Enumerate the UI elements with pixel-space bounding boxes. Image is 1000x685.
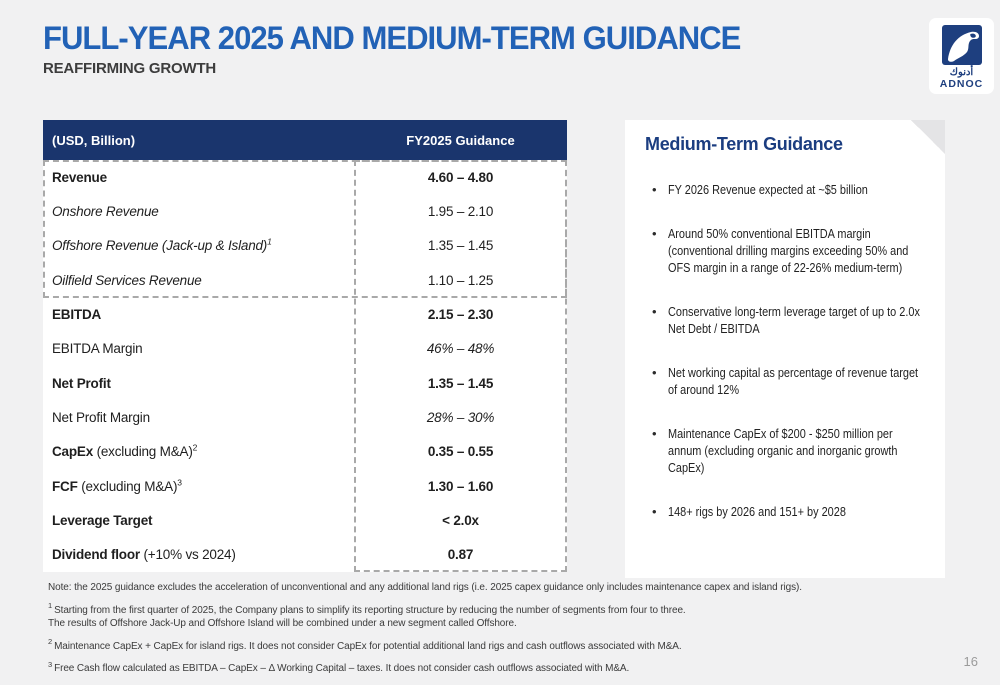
guidance-bullet: • Around 50% conventional EBITDA margin(… xyxy=(652,225,933,276)
table-row: Net Profit Margin 28% – 30% xyxy=(43,400,567,434)
row-label: Oilfield Services Revenue xyxy=(52,272,202,288)
table-row: Oilfield Services Revenue 1.10 – 1.25 xyxy=(43,263,567,297)
guidance-bullet: • 148+ rigs by 2026 and 151+ by 2028 xyxy=(652,503,933,520)
guidance-bullet: • Net working capital as percentage of r… xyxy=(652,364,933,398)
bullet-icon: • xyxy=(652,365,657,380)
guidance-bullet-list: • FY 2026 Revenue expected at ~$5 billio… xyxy=(645,181,933,520)
bullet-text: 148+ rigs by 2026 and 151+ by 2028 xyxy=(668,504,846,519)
table-header-value: FY2025 Guidance xyxy=(406,132,515,148)
table-row: Leverage Target < 2.0x xyxy=(43,503,567,537)
logo-wordmark: ADNOC xyxy=(939,78,984,90)
bullet-text: Around 50% conventional EBITDA margin (co… xyxy=(668,226,909,275)
row-label: Revenue xyxy=(52,169,107,185)
table-row: EBITDA 2.15 – 2.30 xyxy=(43,297,567,331)
row-label: FCF (excluding M&A)3 xyxy=(52,477,182,494)
row-value: 28% – 30% xyxy=(426,409,495,425)
row-label: CapEx (excluding M&A)2 xyxy=(52,442,198,460)
row-label: Dividend floor (+10% vs 2024) xyxy=(52,547,236,563)
page-subtitle: REAFFIRMING GROWTH xyxy=(43,59,217,77)
table-row: FCF (excluding M&A)3 1.30 – 1.60 xyxy=(43,469,567,503)
footnote: 1 Starting from the first quarter of 2025… xyxy=(48,601,686,629)
logo-arabic-text: أدنوك xyxy=(949,67,974,78)
footnote: Note: the 2025 guidance excludes the acc… xyxy=(48,582,802,593)
bullet-text: Maintenance CapEx of $200 - $250 million… xyxy=(668,426,898,475)
row-label: EBITDA Margin xyxy=(52,341,143,357)
bullet-icon: • xyxy=(652,182,657,197)
panel-title: Medium-Term Guidance xyxy=(645,134,843,154)
row-label: Net Profit xyxy=(52,375,111,391)
guidance-bullet: • Maintenance CapEx of $200 - $250 milli… xyxy=(652,425,933,476)
table-body: Revenue 4.60 – 4.80 Onshore Revenue 1.95… xyxy=(43,160,567,572)
bullet-text: Net working capital as percentage of rev… xyxy=(668,365,919,397)
guidance-bullet: • Conservative long-term leverage target… xyxy=(652,303,933,337)
medium-term-guidance-panel: Medium-Term Guidance • FY 2026 Revenue e… xyxy=(625,120,945,578)
bullet-icon: • xyxy=(652,226,657,241)
row-label: Offshore Revenue (Jack-up & Island)1 xyxy=(52,236,272,254)
guidance-table: (USD, Billion) FY2025 Guidance Revenue 4… xyxy=(43,120,567,572)
bullet-icon: • xyxy=(652,504,657,519)
slide-header: FULL-YEAR 2025 AND MEDIUM-TERM GUIDANCE … xyxy=(43,20,762,77)
page-title: FULL-YEAR 2025 AND MEDIUM-TERM GUIDANCE xyxy=(43,20,741,56)
row-value: 0.87 xyxy=(447,547,474,563)
falcon-icon xyxy=(941,25,982,65)
row-value: 2.15 – 2.30 xyxy=(427,306,494,322)
bullet-text: FY 2026 Revenue expected at ~$5 billion xyxy=(668,182,868,197)
bullet-icon: • xyxy=(652,426,657,441)
row-label: Net Profit Margin xyxy=(52,409,150,425)
guidance-bullet: • FY 2026 Revenue expected at ~$5 billio… xyxy=(652,181,933,198)
table-row: EBITDA Margin 46% – 48% xyxy=(43,332,567,366)
row-value: 0.35 – 0.55 xyxy=(427,444,494,460)
table-row: Offshore Revenue (Jack-up & Island)1 1.3… xyxy=(43,229,567,263)
footnotes: Note: the 2025 guidance excludes the acc… xyxy=(48,581,978,685)
row-value: 1.10 – 1.25 xyxy=(427,272,494,288)
table-row: Net Profit 1.35 – 1.45 xyxy=(43,366,567,400)
row-value: 1.30 – 1.60 xyxy=(427,478,494,494)
table-header-label: (USD, Billion) xyxy=(52,132,136,148)
row-value: 46% – 48% xyxy=(426,341,495,357)
table-row: CapEx (excluding M&A)2 0.35 – 0.55 xyxy=(43,435,567,469)
table-row: Onshore Revenue 1.95 – 2.10 xyxy=(43,194,567,228)
bullet-icon: • xyxy=(652,304,657,319)
table-row: Dividend floor (+10% vs 2024) 0.87 xyxy=(43,538,567,572)
row-value: 4.60 – 4.80 xyxy=(427,169,494,185)
row-value: 1.35 – 1.45 xyxy=(427,238,494,254)
row-value: 1.95 – 2.10 xyxy=(427,203,494,219)
row-value: < 2.0x xyxy=(442,512,479,528)
row-value: 1.35 – 1.45 xyxy=(427,375,494,391)
row-label: Onshore Revenue xyxy=(52,203,159,219)
footnote: 3 Free Cash flow calculated as EBITDA – C… xyxy=(48,659,630,674)
adnoc-logo: أدنوك ADNOC xyxy=(929,18,994,94)
bullet-text: Conservative long-term leverage target o… xyxy=(668,304,920,336)
table-header-row: (USD, Billion) FY2025 Guidance xyxy=(43,120,567,160)
row-label: EBITDA xyxy=(52,306,102,322)
page-number: 16 xyxy=(963,654,978,669)
footnote: 2 Maintenance CapEx + CapEx for island ri… xyxy=(48,637,682,652)
table-row: Revenue 4.60 – 4.80 xyxy=(43,160,567,194)
row-label: Leverage Target xyxy=(52,512,153,528)
